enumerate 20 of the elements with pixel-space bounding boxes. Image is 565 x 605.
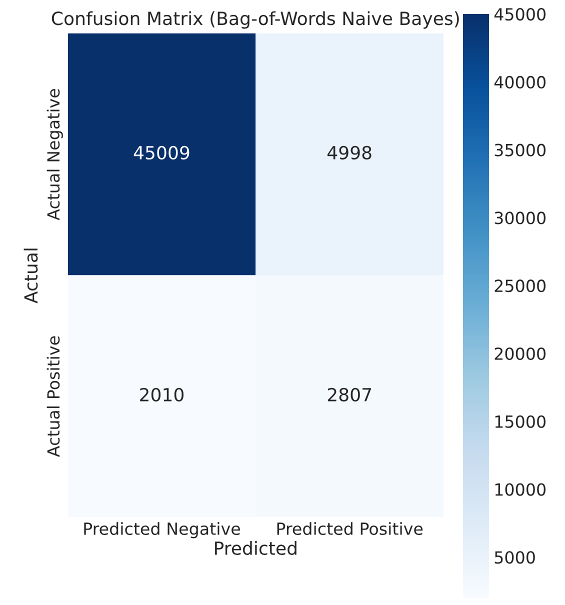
chart-title: Confusion Matrix (Bag-of-Words Naive Bayes): [52, 11, 459, 29]
data-label: 45009: [134, 146, 190, 160]
color-bar-label: 25000: [494, 280, 546, 292]
x-axis-title: Predicted: [215, 541, 296, 556]
x-tick-label: Predicted Positive: [277, 522, 423, 536]
color-bar-label: 20000: [494, 347, 546, 360]
color-bar-label: 30000: [494, 212, 546, 224]
data-label: 2807: [328, 388, 372, 402]
y-axis-title: Actual: [24, 248, 38, 304]
color-bar-label: 10000: [495, 483, 546, 496]
color-bar-label: 35000: [494, 144, 546, 156]
color-bar-label: 5000: [494, 551, 535, 564]
data-label: 2010: [140, 388, 184, 402]
data-label: 4998: [328, 146, 372, 160]
x-tick-label: Predicted Negative: [84, 522, 240, 538]
y-tick-label: Actual Negative: [46, 89, 63, 220]
color-bar-label: 40000: [494, 76, 546, 88]
y-tick-label: Actual Positive: [46, 336, 60, 458]
color-bar-label: 45000: [494, 8, 546, 21]
color-bar-label: 15000: [495, 415, 546, 428]
